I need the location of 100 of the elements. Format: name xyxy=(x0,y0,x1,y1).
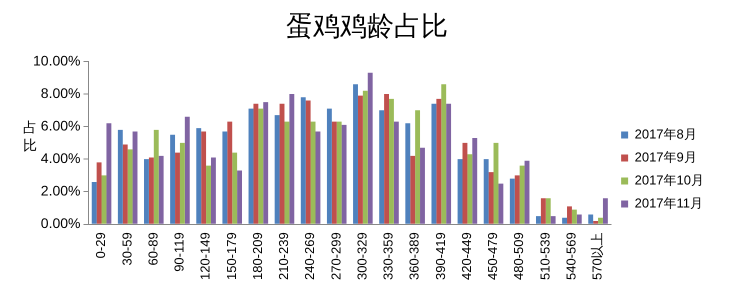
bar xyxy=(175,152,180,224)
bar xyxy=(540,198,546,224)
x-tick-label: 450-479 xyxy=(485,232,500,280)
x-tick-label: 480-509 xyxy=(511,232,526,280)
bar xyxy=(306,100,311,224)
chart-title: 蛋鸡鸡龄占比 xyxy=(285,10,449,43)
y-tick-label: 4.00% xyxy=(40,150,80,166)
bar xyxy=(258,108,264,224)
bar xyxy=(353,84,358,224)
bar xyxy=(210,158,216,224)
bar xyxy=(227,122,232,224)
bar xyxy=(170,134,176,224)
bar xyxy=(263,102,268,224)
bar xyxy=(158,156,164,224)
bar xyxy=(237,170,242,224)
x-tick-label: 240-269 xyxy=(302,232,318,280)
bar xyxy=(550,216,556,224)
x-tick-label: 210-239 xyxy=(276,232,292,280)
bar xyxy=(598,218,603,224)
legend-label: 2017年9月 xyxy=(634,150,697,165)
bar xyxy=(384,94,389,224)
bar xyxy=(567,206,572,224)
bar xyxy=(102,175,106,224)
bar xyxy=(358,96,363,224)
bar xyxy=(415,110,420,224)
bar xyxy=(546,198,551,224)
bar xyxy=(148,158,154,224)
y-tick-label: 2.00% xyxy=(40,182,80,199)
bar xyxy=(222,131,228,224)
bar xyxy=(253,104,258,224)
bar xyxy=(154,130,159,224)
bar xyxy=(514,175,520,224)
x-tick-label: 420-449 xyxy=(458,232,474,280)
bar xyxy=(332,122,337,224)
bar xyxy=(494,142,498,224)
bar xyxy=(310,122,316,224)
bar xyxy=(300,97,306,224)
x-tick-label: 510-539 xyxy=(537,232,552,280)
bar xyxy=(144,159,149,224)
bar xyxy=(524,160,530,224)
bar xyxy=(572,210,577,224)
x-tick-label: 540-569 xyxy=(564,232,578,280)
x-tick-label: 360-389 xyxy=(406,232,422,280)
bar xyxy=(488,172,494,224)
x-tick-label: 390-419 xyxy=(432,232,448,280)
y-axis-title: 占比 xyxy=(22,118,38,154)
bar xyxy=(180,142,185,224)
bar xyxy=(201,131,206,224)
bar xyxy=(484,159,489,224)
bar xyxy=(389,98,394,224)
bar xyxy=(132,131,138,224)
x-tick-label: 300-329 xyxy=(354,232,370,280)
y-tick-label: 0.00% xyxy=(40,215,80,232)
bar xyxy=(498,184,504,224)
x-tick-label: 270-299 xyxy=(328,232,344,280)
x-tick-label: 330-359 xyxy=(380,232,396,280)
bar xyxy=(274,115,280,224)
bar xyxy=(280,104,284,224)
bar xyxy=(588,214,594,224)
bar xyxy=(520,166,525,224)
x-tick-label: 180-209 xyxy=(250,232,265,280)
bar xyxy=(431,104,436,224)
bar xyxy=(410,156,416,224)
legend-label: 2017年8月 xyxy=(634,126,697,142)
bar xyxy=(326,108,332,224)
x-tick-label: 30-59 xyxy=(119,232,134,266)
bar xyxy=(379,110,384,224)
bar xyxy=(420,148,425,224)
bar xyxy=(394,122,399,224)
bar xyxy=(316,131,320,224)
bar xyxy=(122,144,128,224)
bar xyxy=(206,166,211,224)
bar xyxy=(342,124,347,224)
bar xyxy=(576,214,582,224)
bar xyxy=(118,130,123,224)
bar xyxy=(510,178,515,224)
bar xyxy=(602,198,608,224)
x-tick-label: 570以上 xyxy=(590,232,605,280)
x-tick-label: 90-119 xyxy=(172,232,187,272)
bar xyxy=(472,138,478,224)
bar xyxy=(248,108,254,224)
bar xyxy=(92,182,97,224)
y-tick-label: 6.00% xyxy=(40,117,80,134)
bar xyxy=(405,123,410,224)
x-tick-label: 60-89 xyxy=(145,232,160,266)
x-tick-label: 0-29 xyxy=(93,232,108,258)
legend-label: 2017年10月 xyxy=(634,172,704,188)
bar xyxy=(562,218,568,224)
bar xyxy=(462,142,468,224)
bar xyxy=(536,216,541,224)
bar xyxy=(467,154,472,224)
y-tick-label: 8.00% xyxy=(40,84,80,101)
bar xyxy=(446,104,452,224)
y-tick-label: 10.00% xyxy=(33,52,80,68)
bar xyxy=(96,162,102,224)
legend-label: 2017年11月 xyxy=(634,196,704,211)
bar xyxy=(232,152,238,224)
bar xyxy=(284,122,290,224)
bar xyxy=(441,84,446,224)
bar xyxy=(106,123,112,224)
